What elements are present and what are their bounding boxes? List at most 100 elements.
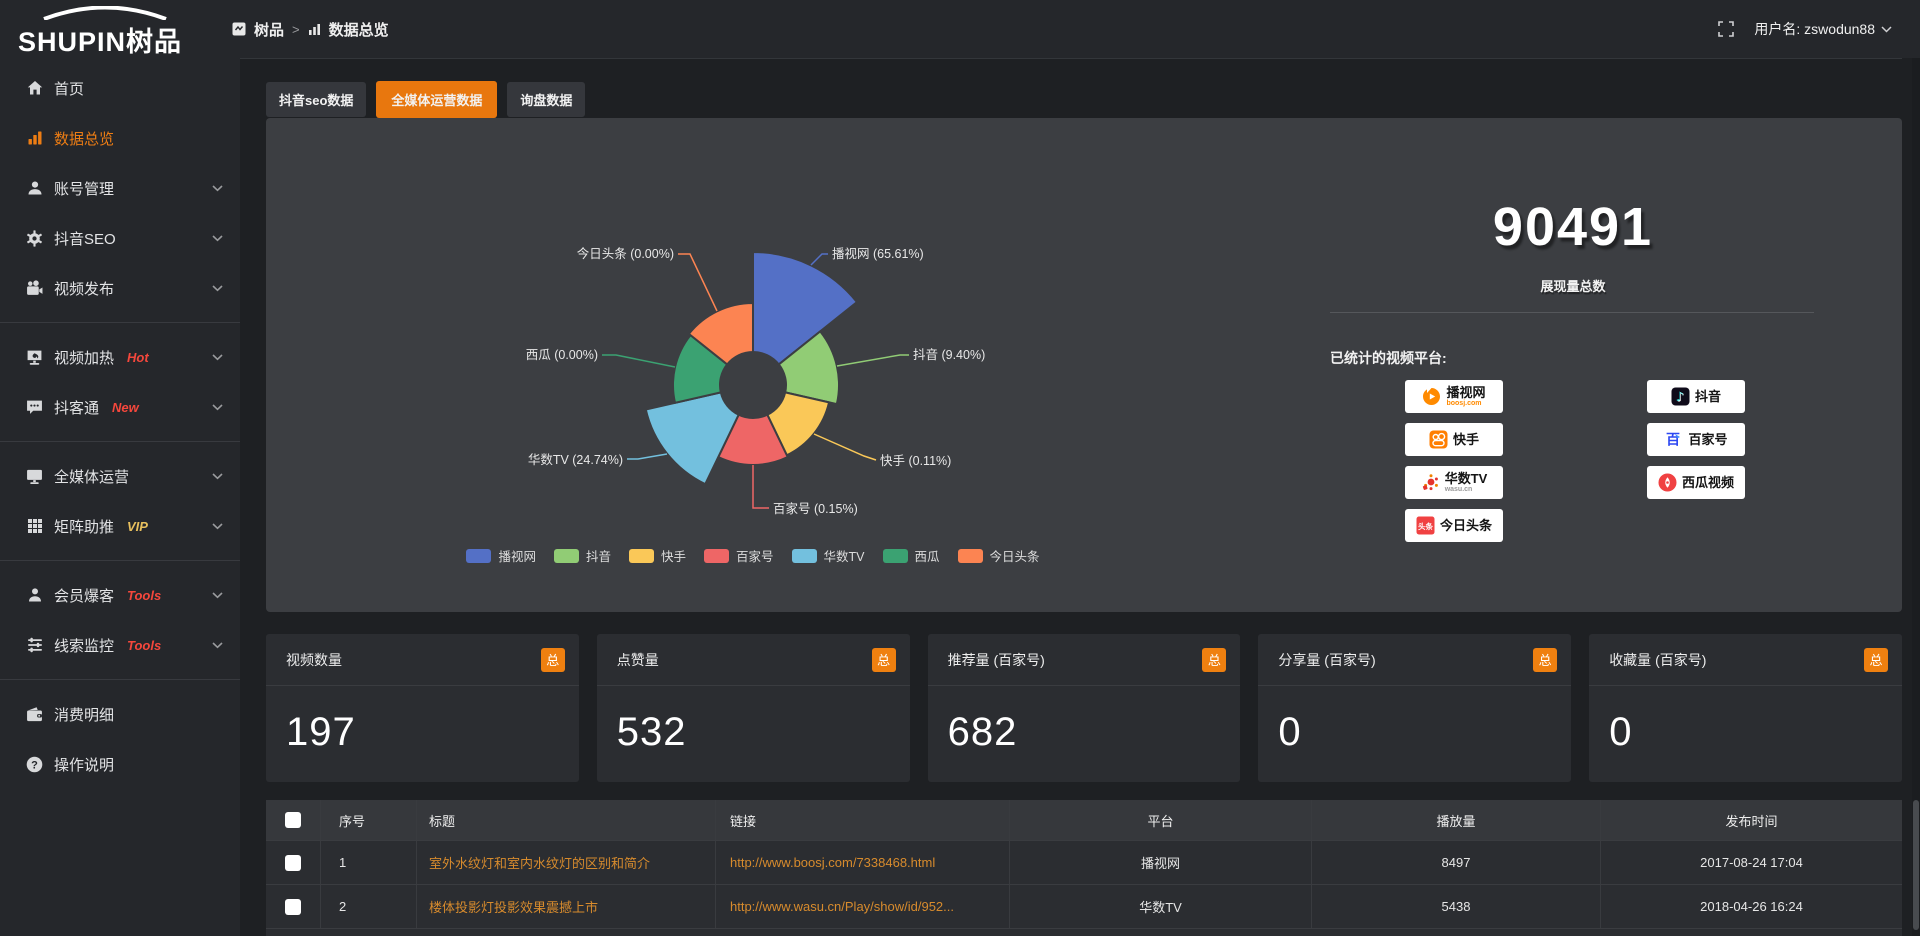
legend-item-西瓜[interactable]: 西瓜 [882,546,940,565]
grid-icon [26,518,43,535]
platform-badge-kuaishou[interactable]: 快手 [1405,423,1503,456]
stat-card-title: 收藏量 (百家号) [1609,651,1707,668]
total-badge[interactable]: 总 [1202,647,1227,672]
table-header-0: 序号 [339,813,366,829]
svg-text:♪: ♪ [1676,391,1684,406]
tab-omnimedia-data[interactable]: 全媒体运营数据 [376,81,498,118]
platform-badge-toutiao[interactable]: 头条 今日头条 [1405,509,1503,542]
sidebar-item-doukertong[interactable]: 抖客通 New [0,382,240,432]
stat-card-1: 点赞量 总 532 [596,634,910,782]
sidebar-item-label: 线索监控 [54,637,115,655]
stat-card-title: 分享量 (百家号) [1278,651,1376,668]
row-checkbox[interactable] [285,854,301,871]
xigua-icon [1658,473,1677,492]
platform-badge-wasu[interactable]: 华数TV wasu.cn [1405,466,1503,499]
sidebar-item-label: 首页 [54,80,85,98]
total-badge[interactable]: 总 [871,647,896,672]
sidebar-item-label: 抖音SEO [54,230,116,248]
fullscreen-icon[interactable] [1718,21,1735,37]
video-url-link[interactable]: http://www.wasu.cn/Play/show/id/952... [730,899,954,914]
stat-card-4: 收藏量 (百家号) 总 0 [1589,634,1902,782]
rose-pie-chart[interactable]: 播视网 (65.61%) 抖音 (9.40%) 快手 (0.11%) 百家号 (0.1… [266,118,1902,612]
svg-text:百: 百 [1666,432,1680,448]
breadcrumb-current[interactable]: 数据总览 [328,21,389,39]
platform-badge-baijiahao[interactable]: 百百家号 [1647,423,1745,456]
select-all-checkbox[interactable] [285,812,301,828]
tab-inquiry-data[interactable]: 询盘数据 [507,82,586,117]
platform-badge-boosj[interactable]: 播视网 boosj.com [1405,380,1503,413]
breadcrumb-root[interactable]: 树品 [254,21,285,39]
legend-item-抖音[interactable]: 抖音 [553,546,611,565]
sidebar-divider [0,441,240,442]
pie-slice-快手[interactable] [765,391,831,457]
pie-label-line-百家号 [752,465,769,509]
chevron-down-icon [212,279,223,297]
pie-label-line-华数TV [627,453,668,460]
wasu-burst-icon [1421,473,1440,492]
sidebar-item-instructions[interactable]: ? 操作说明 [0,739,240,789]
username-menu[interactable]: 用户名: zswodun88 [1754,19,1892,39]
sidebar-item-label: 视频加热 [54,349,115,367]
legend-swatch [957,548,983,563]
sidebar-item-account[interactable]: 账号管理 [0,163,240,213]
legend-swatch [466,548,492,563]
video-title-link[interactable]: 室外水纹灯和室内水纹灯的区别和简介 [429,856,651,871]
sidebar-item-video-heat[interactable]: 视频加热 Hot [0,332,240,382]
legend-item-快手[interactable]: 快手 [628,546,686,565]
tab-douyin-seo-data[interactable]: 抖音seo数据 [266,82,367,117]
scrollbar-thumb[interactable] [1913,800,1919,930]
chat-icon [26,399,43,416]
legend-item-播视网[interactable]: 播视网 [466,546,536,565]
sidebar-item-douyin-seo[interactable]: 抖音SEO [0,213,240,263]
svg-text:?: ? [31,759,38,771]
platforms-title: 已统计的视频平台: [1330,350,1447,366]
pie-slice-播视网[interactable] [752,250,859,366]
boosj-play-icon [1422,387,1441,406]
row-checkbox[interactable] [285,898,301,915]
platform-badge-label: 西瓜视频 [1681,475,1734,490]
pie-label-抖音: 抖音 (9.40%) [913,347,985,362]
sidebar-item-clue-monitor[interactable]: 线索监控 Tools [0,620,240,670]
chevron-down-icon [212,636,223,654]
sidebar-item-label: 消费明细 [54,706,115,724]
platform-badge-xigua[interactable]: 西瓜视频 [1647,466,1745,499]
sidebar-item-home[interactable]: 首页 [0,63,240,113]
pie-label-line-快手 [813,433,877,461]
logo[interactable]: SHUPIN树品 [18,6,218,57]
platform-badge-label: 抖音 [1694,389,1721,404]
platform-badge-subtext: boosj.com [1446,400,1482,407]
pie-slice-华数TV[interactable] [644,391,741,486]
page-scrollbar[interactable] [1912,58,1920,936]
pie-label-line-抖音 [836,354,909,367]
total-badge[interactable]: 总 [1533,647,1558,672]
legend-item-华数TV[interactable]: 华数TV [791,546,865,565]
pie-slice-今日头条[interactable] [687,301,754,366]
pie-slice-百家号[interactable] [716,413,790,466]
pie-slice-抖音[interactable] [777,329,840,406]
row-plays: 5438 [1441,899,1471,914]
header-divider [240,58,1902,59]
pie-slice-西瓜[interactable] [672,333,729,404]
sidebar-item-matrix-boost[interactable]: 矩阵助推 VIP [0,501,240,551]
sidebar-item-member-baoke[interactable]: 会员爆客 Tools [0,570,240,620]
legend-swatch [628,548,654,563]
legend-item-今日头条[interactable]: 今日头条 [957,546,1040,565]
row-index: 2 [339,899,347,914]
chevron-down-icon [212,229,223,247]
sidebar-item-data-overview[interactable]: 数据总览 [0,113,240,163]
sidebar-item-video-publish[interactable]: 视频发布 [0,263,240,313]
row-published: 2017-08-24 17:04 [1700,855,1803,870]
stat-card-3: 分享量 (百家号) 总 0 [1258,634,1572,782]
platform-badge-douyin[interactable]: ♪ ♪ 抖音 [1647,380,1745,413]
sidebar-item-omnimedia[interactable]: 全媒体运营 [0,451,240,501]
total-badge[interactable]: 总 [1863,647,1888,672]
user-icon [26,180,43,197]
video-url-link[interactable]: http://www.boosj.com/7338468.html [730,855,936,870]
stats-divider [1330,312,1814,313]
sidebar-item-consumption[interactable]: 消费明细 [0,689,240,739]
legend-item-百家号[interactable]: 百家号 [704,546,774,565]
chevron-down-icon [212,517,223,535]
total-badge[interactable]: 总 [540,647,565,672]
video-title-link[interactable]: 楼体投影灯投影效果震撼上市 [429,900,599,915]
